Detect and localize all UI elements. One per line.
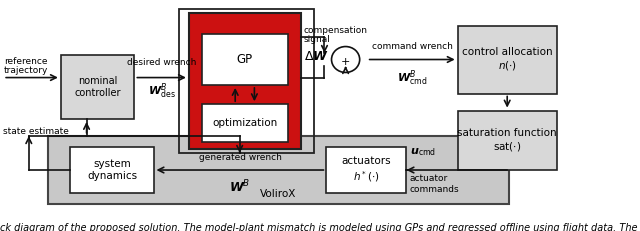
Text: actuators
$h^*(\cdot)$: actuators $h^*(\cdot)$ <box>342 156 391 184</box>
FancyBboxPatch shape <box>326 147 406 193</box>
Text: actuator: actuator <box>410 174 448 183</box>
Text: optimization: optimization <box>212 118 277 128</box>
Text: $\boldsymbol{u}_\mathrm{cmd}$: $\boldsymbol{u}_\mathrm{cmd}$ <box>410 146 436 158</box>
Text: ock diagram of the proposed solution. The model-plant mismatch is modeled using : ock diagram of the proposed solution. Th… <box>0 223 640 231</box>
Text: desired wrench: desired wrench <box>127 58 196 67</box>
Text: generated wrench: generated wrench <box>198 152 282 161</box>
Text: state estimate: state estimate <box>3 127 69 136</box>
FancyBboxPatch shape <box>202 34 288 85</box>
Text: VoliroX: VoliroX <box>260 189 296 199</box>
Text: +: + <box>341 57 350 67</box>
FancyBboxPatch shape <box>458 25 557 94</box>
Text: control allocation
$n(\cdot)$: control allocation $n(\cdot)$ <box>462 47 552 72</box>
FancyBboxPatch shape <box>61 55 134 119</box>
Text: system
dynamics: system dynamics <box>87 159 137 181</box>
Text: nominal
controller: nominal controller <box>74 76 121 98</box>
Text: reference: reference <box>4 57 47 66</box>
Ellipse shape <box>332 47 360 73</box>
Text: command wrench: command wrench <box>372 42 452 51</box>
FancyBboxPatch shape <box>458 110 557 170</box>
Text: GP: GP <box>237 53 253 66</box>
Text: trajectory: trajectory <box>4 67 48 76</box>
FancyBboxPatch shape <box>70 147 154 193</box>
Text: $\boldsymbol{W}^B_\mathrm{cmd}$: $\boldsymbol{W}^B_\mathrm{cmd}$ <box>397 68 428 88</box>
FancyBboxPatch shape <box>189 13 301 149</box>
FancyBboxPatch shape <box>48 136 509 204</box>
Text: $\boldsymbol{W}^B_\mathrm{des}$: $\boldsymbol{W}^B_\mathrm{des}$ <box>148 82 175 101</box>
Text: $\Delta\boldsymbol{W}$: $\Delta\boldsymbol{W}$ <box>304 50 329 63</box>
Text: $\boldsymbol{W}^B$: $\boldsymbol{W}^B$ <box>229 179 251 195</box>
Text: signal: signal <box>304 35 331 44</box>
Text: commands: commands <box>410 185 460 194</box>
FancyBboxPatch shape <box>202 104 288 142</box>
Text: saturation function
$\mathrm{sat}(\cdot)$: saturation function $\mathrm{sat}(\cdot)… <box>458 128 557 153</box>
Text: compensation: compensation <box>304 26 368 35</box>
